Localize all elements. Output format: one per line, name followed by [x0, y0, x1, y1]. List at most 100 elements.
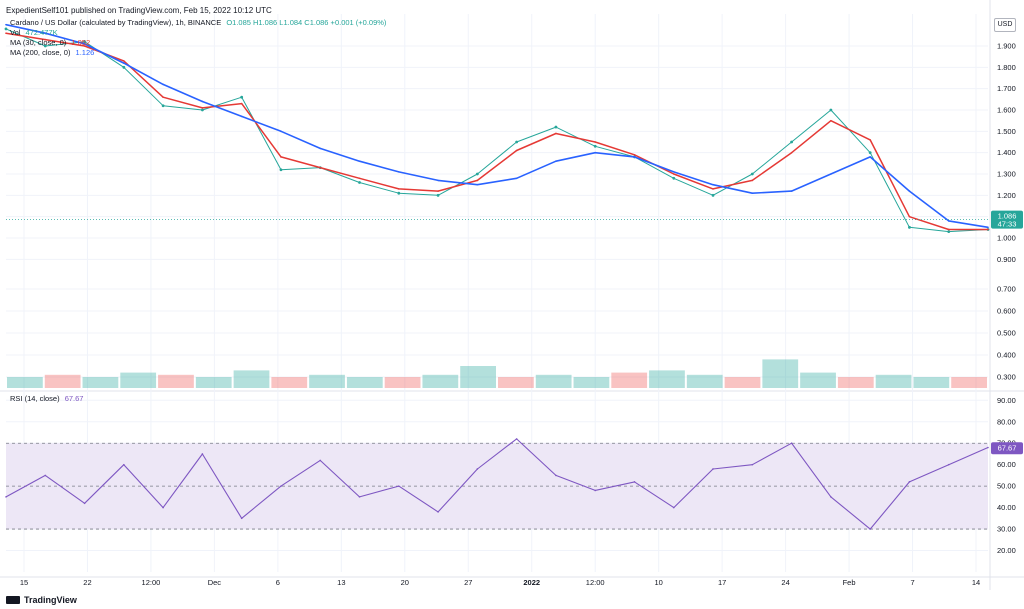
ma200-label: MA (200, close, 0): [10, 48, 71, 57]
data-point: [437, 179, 439, 182]
data-point: [987, 226, 989, 229]
data-point: [830, 496, 832, 498]
data-point: [947, 463, 950, 466]
x-tick-label: 24: [781, 578, 789, 587]
currency-button[interactable]: USD: [994, 18, 1016, 32]
data-point: [240, 102, 243, 105]
x-tick-label: 13: [337, 578, 345, 587]
volume-bar: [82, 377, 119, 388]
data-point: [515, 177, 518, 180]
x-tick-label: Dec: [208, 578, 222, 587]
y-tick-label: 1.500: [997, 127, 1016, 136]
brand-label: TradingView: [24, 595, 77, 605]
volume-legend: Vol 472.477K: [10, 28, 58, 37]
data-point: [476, 183, 479, 186]
data-point: [751, 179, 754, 182]
data-point: [751, 463, 754, 466]
data-point: [712, 188, 714, 190]
data-point: [515, 140, 519, 144]
x-tick-label: 2022: [523, 578, 540, 587]
volume-bar: [611, 372, 648, 388]
symbol-label: Cardano / US Dollar (calculated by Tradi…: [10, 18, 222, 27]
data-point: [672, 506, 675, 509]
rsi-legend: RSI (14, close) 67.67: [10, 394, 83, 403]
ma30-value: 1.052: [71, 38, 91, 47]
data-point: [555, 132, 557, 135]
data-point: [398, 188, 400, 190]
data-point: [5, 496, 7, 498]
x-tick-label: 22: [83, 578, 91, 587]
data-point: [672, 173, 675, 175]
tradingview-brand: TradingView: [6, 595, 77, 605]
data-point: [358, 181, 361, 184]
x-tick-label: 7: [910, 578, 914, 587]
symbol-legend: Cardano / US Dollar (calculated by Tradi…: [10, 18, 386, 27]
data-point: [398, 171, 400, 173]
data-point: [358, 177, 361, 180]
data-point: [947, 220, 950, 222]
y-tick-label: 0.400: [997, 351, 1016, 360]
volume-bar: [951, 377, 987, 388]
data-point: [750, 172, 754, 176]
data-point: [869, 156, 871, 158]
data-point: [44, 38, 47, 41]
published-by-text: ExpedientSelf101 published on TradingVie…: [6, 6, 272, 15]
data-point: [947, 228, 950, 231]
y-tick-label: 50.00: [997, 482, 1016, 491]
data-point: [83, 43, 86, 45]
data-point: [476, 468, 479, 470]
y-tick-label: 1.600: [997, 106, 1016, 115]
volume-bar: [271, 377, 308, 388]
y-tick-label: 40.00: [997, 503, 1016, 512]
data-point: [987, 446, 989, 449]
data-point: [868, 151, 872, 155]
data-point: [83, 40, 86, 44]
data-point: [947, 230, 951, 234]
volume-bar: [686, 374, 723, 388]
volume-bar: [120, 372, 157, 388]
volume-bar: [44, 374, 81, 388]
data-point: [44, 474, 47, 477]
volume-bar: [195, 377, 232, 388]
data-point: [672, 176, 676, 180]
volume-bar: [837, 377, 874, 388]
data-point: [280, 485, 282, 487]
series-line-price: [5, 28, 989, 233]
y-tick-label: 30.00: [997, 525, 1016, 534]
x-tick-label: 14: [972, 578, 980, 587]
data-point: [829, 108, 833, 112]
data-point: [201, 108, 204, 112]
data-point: [554, 125, 558, 129]
y-tick-label: 1.900: [997, 42, 1016, 51]
series-line-ma30: [5, 32, 988, 231]
data-point: [240, 517, 243, 520]
data-point: [83, 502, 86, 505]
data-point: [279, 168, 283, 172]
x-tick-label: 15: [20, 578, 28, 587]
data-point: [633, 156, 636, 158]
data-point: [594, 489, 596, 492]
last-price-tag: [991, 210, 1023, 229]
data-point: [908, 215, 911, 218]
data-point: [437, 511, 439, 513]
data-point: [476, 179, 479, 182]
data-point: [515, 149, 518, 152]
data-point: [711, 193, 715, 197]
data-point: [319, 147, 322, 150]
data-point: [240, 95, 244, 99]
rsi-label: RSI (14, close): [10, 394, 60, 403]
volume-bar: [573, 377, 610, 388]
data-point: [280, 130, 282, 133]
data-point: [869, 139, 871, 141]
data-point: [712, 183, 714, 186]
data-point: [712, 468, 714, 470]
y-tick-label: 20.00: [997, 546, 1016, 555]
volume-bar: [535, 374, 572, 388]
volume-bar: [422, 374, 459, 388]
volume-bar: [724, 377, 761, 388]
candle-countdown-label: 47:33: [998, 220, 1017, 229]
data-point: [830, 173, 832, 175]
y-tick-label: 1.700: [997, 84, 1016, 93]
ma30-label: MA (30, close, 0): [10, 38, 67, 47]
